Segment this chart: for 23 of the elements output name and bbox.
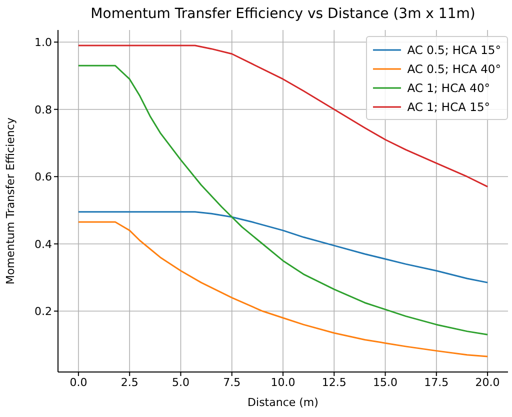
y-tick-label: 1.0 xyxy=(34,36,52,50)
x-tick-label: 2.5 xyxy=(120,376,138,389)
x-tick-label: 5.0 xyxy=(172,376,190,389)
legend-label: AC 0.5; HCA 40° xyxy=(407,62,501,76)
line-series xyxy=(78,221,488,358)
x-tick-label: 10.0 xyxy=(270,376,296,389)
legend-label: AC 0.5; HCA 15° xyxy=(407,42,501,56)
x-tick-label: 20.0 xyxy=(475,376,500,389)
x-tick-label: 0.0 xyxy=(70,376,88,389)
y-tick-label: 0.6 xyxy=(34,170,52,184)
legend-label: AC 1; HCA 15° xyxy=(407,100,490,114)
y-tick-label: 0.4 xyxy=(34,238,52,251)
x-tick-label: 15.0 xyxy=(373,376,398,389)
legend-label: AC 1; HCA 40° xyxy=(407,80,490,94)
x-axis-title: Distance (m) xyxy=(248,396,318,409)
chart-title: Momentum Transfer Efficiency vs Distance (3m x 11m) xyxy=(90,6,476,22)
line-series xyxy=(78,211,488,284)
x-tick-label: 12.5 xyxy=(322,376,346,389)
y-axis-title: Momentum Transfer Efficiency xyxy=(4,117,17,284)
x-tick-label: 17.5 xyxy=(424,376,449,389)
y-tick-label: 0.8 xyxy=(34,103,52,116)
y-tick-label: 0.2 xyxy=(34,305,52,318)
x-tick-label: 7.5 xyxy=(223,376,241,389)
